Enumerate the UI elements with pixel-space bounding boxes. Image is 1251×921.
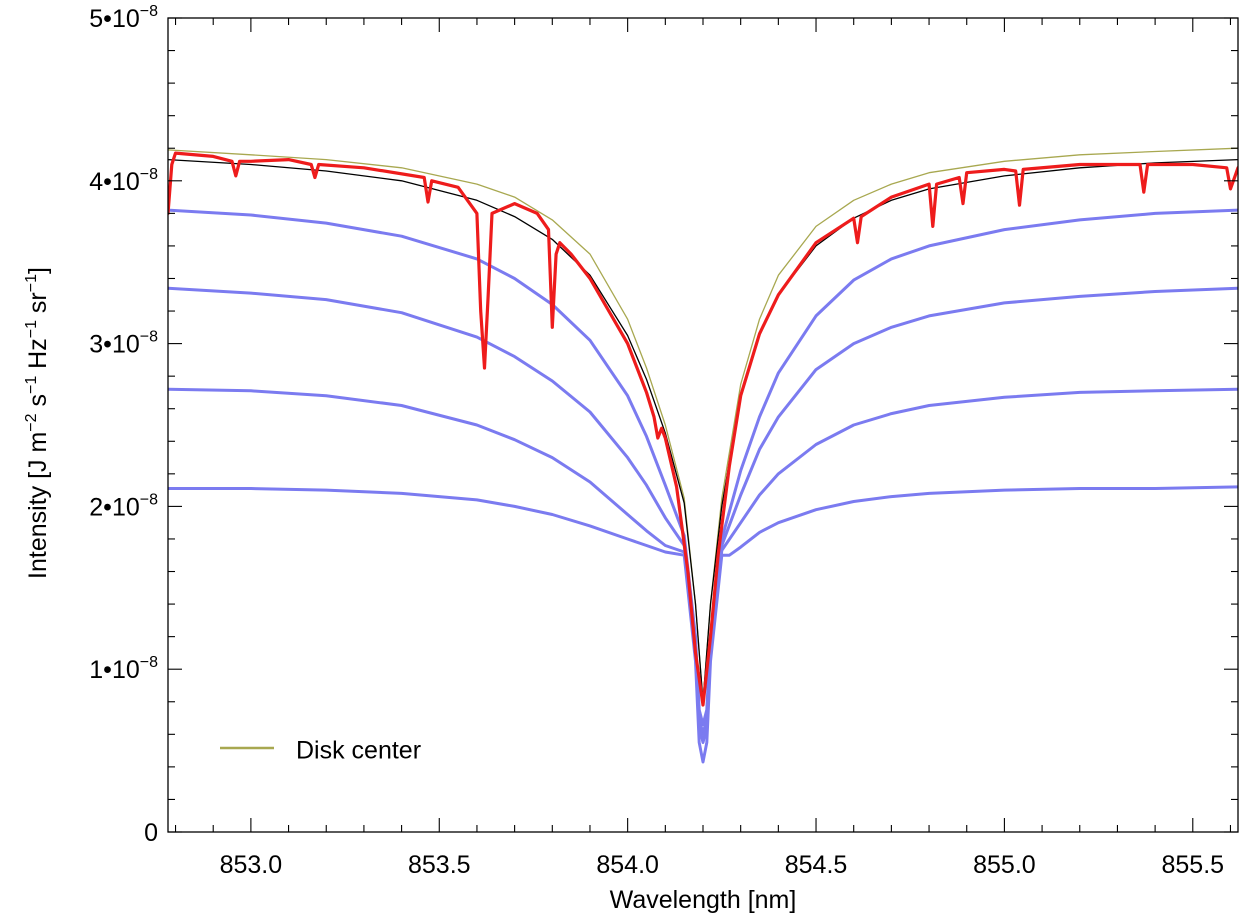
y-tick-label: 0 [144, 819, 158, 847]
x-tick-label: 855.5 [1162, 851, 1225, 879]
x-tick-label: 854.0 [596, 851, 659, 879]
y-tick-label: 2•10−8 [89, 491, 158, 521]
x-axis-label: Wavelength [nm] [610, 886, 797, 914]
legend-label-disk-center: Disk center [296, 737, 421, 765]
series-layer [168, 147, 1238, 764]
y-tick-label: 4•10−8 [89, 166, 158, 196]
series-line-3 [168, 208, 1238, 727]
series-line-5 [168, 387, 1238, 744]
x-tick-label: 853.5 [408, 851, 471, 879]
series-line-6 [168, 485, 1238, 764]
series-line-7 [168, 151, 1238, 707]
x-tick-label: 855.0 [973, 851, 1036, 879]
x-tick-label: 854.5 [785, 851, 848, 879]
legend: Disk center [220, 737, 421, 765]
tick-layer [168, 17, 1238, 833]
y-axis-label: Intensity [J m−2 s−1 Hz−1 sr−1] [23, 267, 52, 579]
series-line-4 [168, 286, 1238, 736]
x-tick-label: 853.0 [220, 851, 283, 879]
